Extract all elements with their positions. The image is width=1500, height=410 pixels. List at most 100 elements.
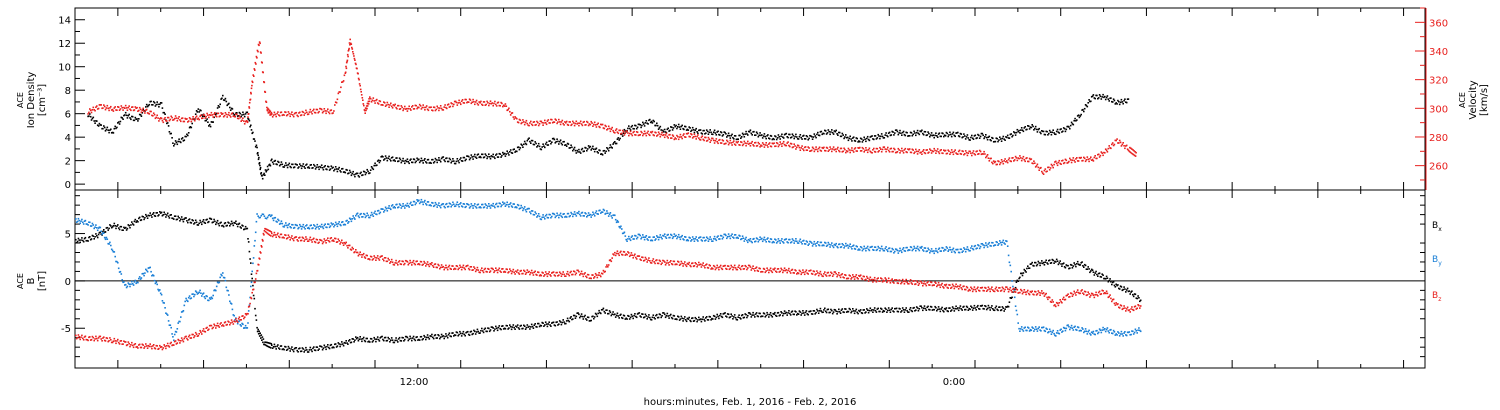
top-density-point (719, 131, 722, 133)
bottom-by-point (760, 238, 762, 241)
bottom-bx-point (727, 313, 730, 316)
top-velocity-point (912, 149, 914, 151)
bottom-bx-point (392, 341, 395, 344)
bottom-bx-point (760, 315, 762, 318)
bottom-by-point (681, 234, 683, 237)
bottom-by-point (709, 236, 711, 238)
bottom-bx-point (1132, 293, 1134, 296)
top-velocity-point (328, 112, 331, 115)
bottom-bx-point (372, 339, 375, 342)
bottom-bx-point (943, 307, 946, 310)
top-density-point (860, 138, 863, 140)
top-velocity-point (223, 114, 226, 117)
top-density-point (1089, 100, 1091, 103)
top-velocity-point (355, 63, 357, 66)
bottom-bx-point (992, 309, 995, 311)
top-velocity-point (510, 112, 513, 114)
top-density-point (224, 97, 227, 100)
top-density-point (261, 175, 263, 177)
top-velocity-point (983, 150, 985, 153)
bottom-bx-point (276, 345, 278, 348)
bottom-bx-point (988, 306, 991, 309)
bottom-by-point (168, 324, 171, 326)
top-density-point (753, 130, 755, 133)
top-velocity-point (817, 150, 819, 153)
top-velocity-point (394, 103, 396, 106)
top-density-point (898, 132, 900, 134)
top-velocity-point (662, 134, 664, 137)
top-velocity-point (642, 134, 644, 137)
top-velocity-point (1083, 156, 1085, 159)
top-velocity-point (291, 111, 293, 113)
top-density-point (191, 122, 193, 125)
top-density-point (331, 167, 333, 169)
bottom-by-point (231, 308, 234, 311)
top-density-point (904, 134, 907, 137)
top-density-point (630, 126, 633, 128)
bottom-bx-point (929, 305, 932, 308)
top-velocity-point (624, 132, 627, 135)
bottom-by-point (807, 244, 809, 246)
bottom-by-point (464, 206, 466, 209)
top-density-point (153, 102, 156, 104)
top-velocity-point (539, 120, 542, 123)
top-density-point (952, 131, 955, 134)
top-velocity-point (1096, 157, 1098, 160)
top-density-point (1004, 139, 1006, 141)
top-density-point (189, 126, 192, 128)
top-velocity-point (410, 109, 412, 111)
bottom-by-point (985, 244, 988, 247)
top-density-point (395, 157, 397, 159)
top-density-point (1018, 129, 1020, 132)
top-velocity-point (754, 141, 757, 144)
bottom-by-point (629, 239, 632, 242)
top-density-point (1112, 98, 1115, 100)
top-density-point (491, 155, 494, 158)
bottom-by-point (145, 268, 147, 271)
top-velocity-point (795, 148, 797, 150)
top-velocity-point (508, 107, 510, 110)
top-density-point (248, 119, 251, 122)
top-velocity-point (156, 114, 158, 117)
bottom-by-point (439, 206, 442, 209)
top-velocity-point (807, 146, 809, 148)
bottom-bx-point (558, 323, 560, 325)
bottom-bx-point (592, 315, 594, 318)
bottom-bx-point (397, 338, 400, 340)
top-density-point (90, 119, 93, 121)
bottom-bx-point (879, 310, 881, 313)
top-velocity-point (285, 114, 288, 117)
bottom-bx-point (439, 336, 442, 338)
top-density-point (957, 131, 959, 134)
top-velocity-point (877, 151, 879, 153)
top-velocity-point (432, 106, 435, 108)
bottom-bx-point (479, 332, 481, 334)
bottom-bx-point (165, 216, 167, 218)
bottom-bx-point (266, 345, 269, 348)
bottom-bx-point (763, 312, 766, 315)
axis-label-line: ACE (16, 92, 25, 108)
bottom-by-point (206, 295, 208, 298)
top-density-point (614, 142, 617, 145)
top-density-point (229, 106, 231, 109)
bottom-bx-point (119, 225, 122, 228)
top-velocity-point (256, 49, 259, 52)
bottom-by-point (926, 250, 928, 252)
top-density-point (710, 131, 712, 134)
bottom-bx-point (1005, 306, 1007, 308)
top-density-point (1065, 128, 1068, 131)
top-velocity-point (936, 148, 939, 150)
top-velocity-point (1015, 157, 1018, 159)
top-density-point (208, 125, 210, 127)
bottom-bx-point (361, 340, 363, 343)
top-velocity-point (1062, 162, 1065, 165)
bottom-by-point (641, 236, 643, 239)
bottom-bx-point (109, 224, 111, 226)
top-density-point (260, 172, 263, 174)
top-density-point (1020, 127, 1023, 129)
bottom-bx-point (669, 314, 671, 317)
top-velocity-point (361, 97, 364, 99)
top-velocity-point (1069, 159, 1072, 161)
top-density-point (316, 164, 319, 166)
top-density-point (1090, 96, 1093, 98)
